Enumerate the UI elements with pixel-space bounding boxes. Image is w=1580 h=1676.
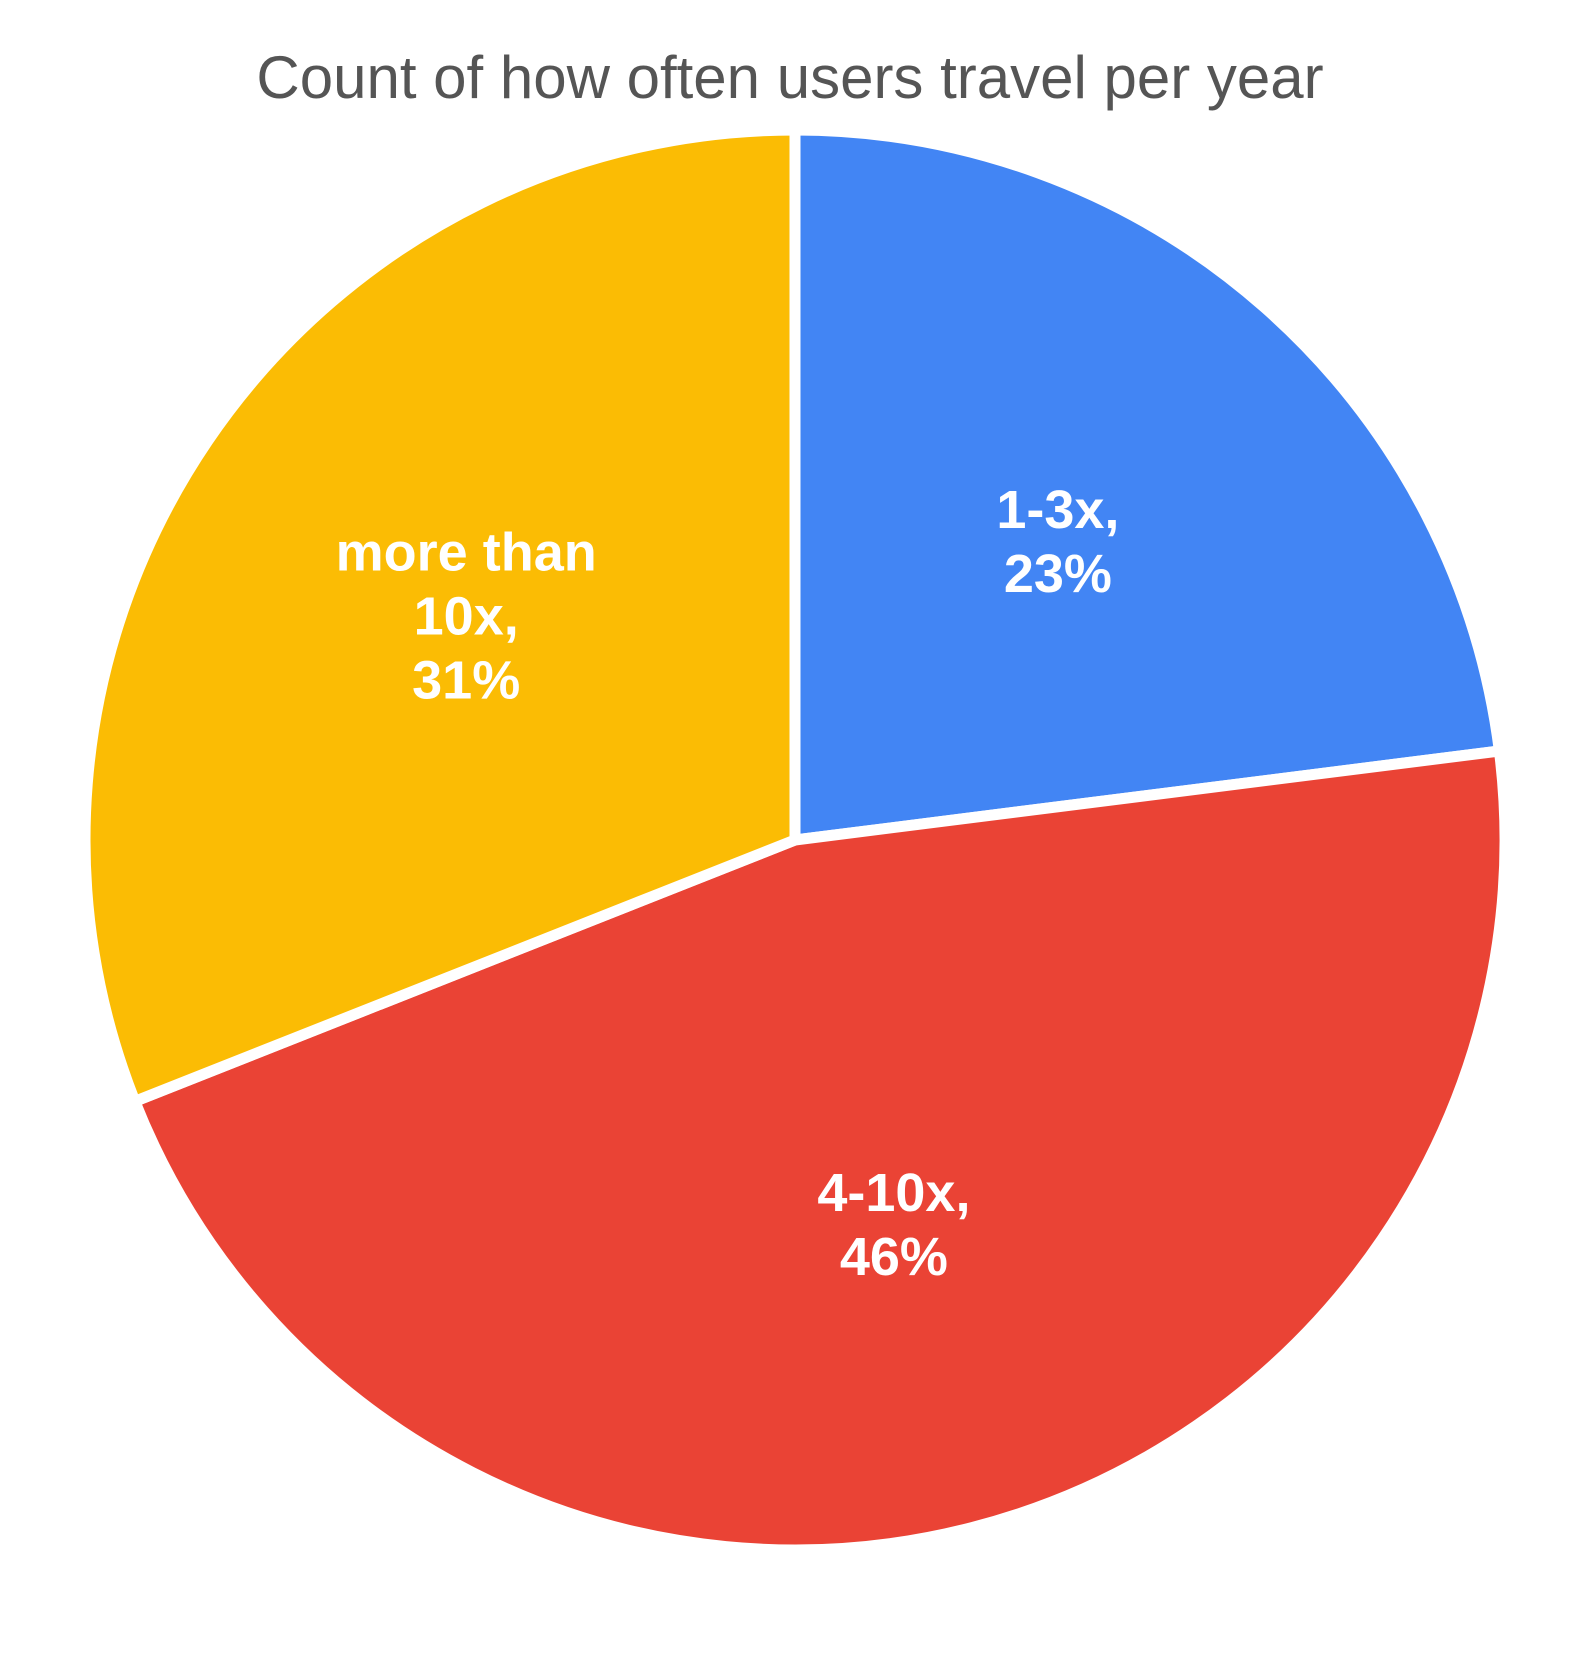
pie-label-more-than-10x: more than 10x, 31% bbox=[336, 523, 597, 711]
pie-slices bbox=[79, 124, 1511, 1556]
chart-title: Count of how often users travel per year bbox=[256, 44, 1324, 111]
pie-slice-4-10x bbox=[127, 744, 1511, 1556]
pie-slice-more-than-10x bbox=[79, 124, 801, 1109]
pie-labels: 1-3x, 23% 4-10x, 46% more than 10x, 31% bbox=[336, 480, 1120, 1287]
pie-label-1-3x: 1-3x, 23% bbox=[996, 480, 1119, 604]
pie-slice-1-3x bbox=[789, 124, 1506, 847]
pie-label-4-10x: 4-10x, 46% bbox=[817, 1163, 970, 1287]
